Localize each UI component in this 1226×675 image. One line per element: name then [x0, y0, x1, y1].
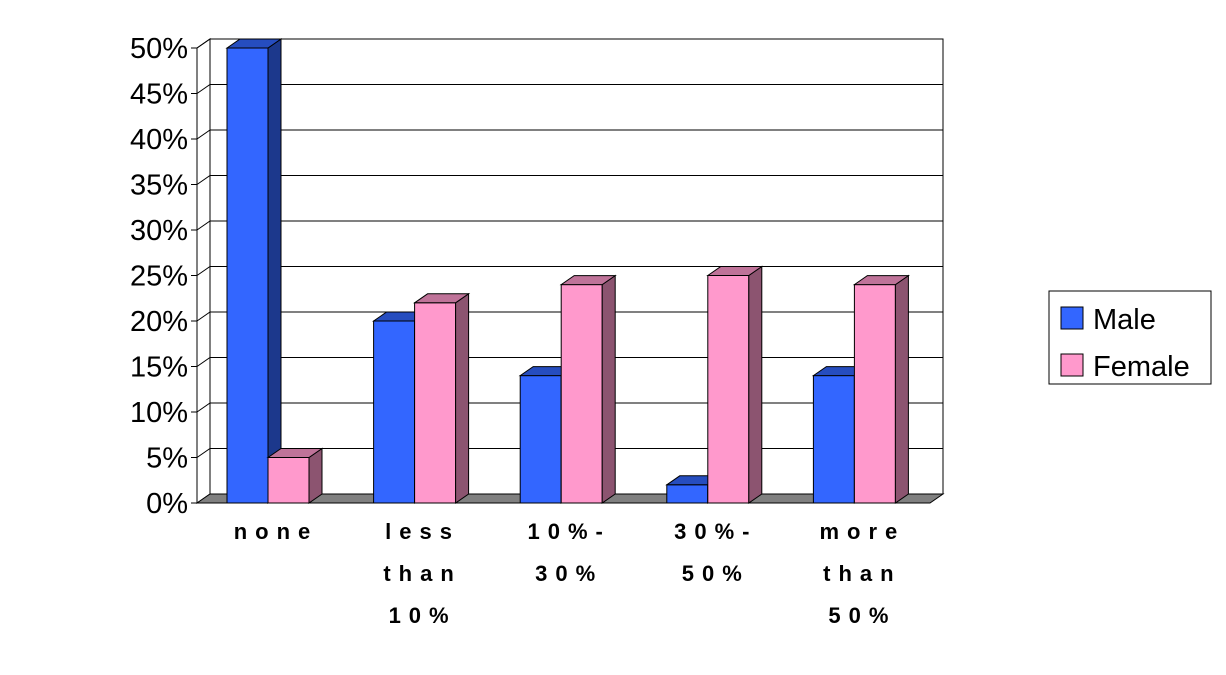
y-tick-label: 20%: [130, 306, 188, 338]
bar-male-1: [225, 38, 283, 504]
gridlines: [196, 38, 943, 458]
x-category-label: none: [234, 519, 319, 544]
gridline: [196, 448, 943, 458]
bar-female-1: [266, 447, 324, 504]
y-tick-label: 25%: [130, 261, 188, 293]
y-tick-label: 45%: [130, 79, 188, 111]
x-category-label: than: [823, 561, 901, 586]
y-tick-label: 50%: [130, 33, 188, 65]
bar-female-5: [852, 274, 911, 504]
y-tick-label: 30%: [130, 215, 188, 247]
y-tick-label: 5%: [146, 443, 188, 475]
legend-swatch-female: [1060, 353, 1084, 377]
gridline: [196, 357, 943, 367]
x-category-label: 50%: [682, 561, 750, 586]
y-tick-label: 35%: [130, 170, 188, 202]
gridline: [196, 175, 943, 185]
bar-front: [812, 375, 855, 504]
bar-front: [226, 47, 269, 504]
gridline: [196, 129, 943, 140]
x-category-label: 10%: [389, 603, 457, 628]
gridline: [196, 311, 943, 322]
bar-front: [707, 275, 750, 504]
y-tick-label: 0%: [146, 488, 188, 520]
gridline: [196, 38, 943, 49]
bar-top: [266, 448, 324, 458]
gridline: [196, 266, 943, 276]
bar-front: [519, 375, 562, 504]
bar-side: [601, 274, 616, 504]
gridline: [196, 84, 943, 94]
x-axis-category-labels: none less than 10% 10%- 30% 30%- 50% more than 50%: [234, 519, 906, 628]
legend-label-male: Male: [1093, 304, 1156, 336]
bar-female-2: [412, 292, 471, 504]
bar-side: [455, 292, 470, 504]
bar-female-4: [706, 265, 764, 504]
bar-front: [666, 484, 709, 504]
y-tick-label: 40%: [130, 124, 188, 156]
x-category-label: 50%: [828, 603, 896, 628]
x-category-label: 30%: [535, 561, 603, 586]
x-category-label: more: [820, 519, 906, 544]
bar-top: [852, 275, 911, 286]
legend: Male Female: [1048, 290, 1212, 385]
legend-swatch-male: [1060, 306, 1084, 330]
bar-front: [560, 284, 603, 504]
bar-front: [853, 284, 896, 504]
bar-female-3: [559, 274, 617, 504]
bars: [225, 38, 911, 504]
x-category-label: than: [383, 561, 461, 586]
y-tick-label: 15%: [130, 352, 188, 384]
bar-front: [267, 457, 310, 504]
bar-side: [267, 38, 282, 504]
bar-top: [225, 38, 283, 49]
gridline: [196, 220, 943, 231]
bar-top: [412, 293, 471, 304]
x-category-label: less: [385, 519, 460, 544]
bar-front: [373, 320, 416, 504]
bar-top: [706, 266, 764, 276]
x-category-label: 30%-: [674, 519, 757, 544]
bar-front: [414, 302, 457, 504]
y-axis-tick-labels: 0% 5% 10% 15% 20% 25% 30% 35% 40% 45% 50%: [130, 33, 197, 520]
legend-label-female: Female: [1093, 351, 1190, 383]
bar-top: [559, 275, 617, 286]
bar-side: [894, 274, 909, 504]
x-category-label: 10%-: [528, 519, 611, 544]
y-tick-label: 10%: [130, 397, 188, 429]
bar-side: [748, 265, 763, 504]
gridline: [196, 402, 943, 413]
